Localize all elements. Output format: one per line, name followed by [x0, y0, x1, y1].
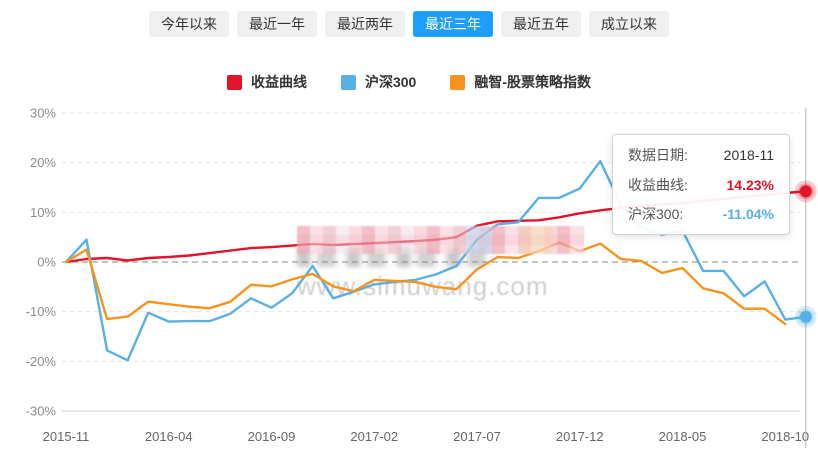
tooltip-hs300-row: 沪深300: -11.04%	[628, 207, 774, 221]
tab-2-years[interactable]: 最近两年	[325, 11, 405, 37]
tab-5-years[interactable]: 最近五年	[501, 11, 581, 37]
tab-3-years[interactable]: 最近三年	[413, 11, 493, 37]
legend-item-return-curve[interactable]: 收益曲线	[226, 72, 307, 92]
tooltip-hs300-value: -11.04%	[722, 206, 774, 222]
svg-text:2016-04: 2016-04	[145, 429, 193, 444]
svg-text:0%: 0%	[37, 255, 56, 270]
chart-legend: 收益曲线 沪深300 融智-股票策略指数	[0, 72, 818, 92]
legend-swatch-red	[226, 74, 242, 90]
tab-this-year[interactable]: 今年以来	[149, 11, 229, 37]
legend-label: 收益曲线	[250, 74, 307, 90]
svg-text:-20%: -20%	[26, 354, 57, 369]
svg-text:-30%: -30%	[26, 404, 57, 419]
tooltip-return-label: 收益曲线:	[628, 176, 688, 193]
svg-text:30%: 30%	[30, 106, 56, 121]
svg-text:-10%: -10%	[26, 304, 57, 319]
tooltip-date-row: 数据日期: 2018-11	[628, 148, 774, 162]
legend-item-strategy-index[interactable]: 融智-股票策略指数	[450, 72, 591, 92]
svg-text:2018-10: 2018-10	[761, 429, 809, 444]
time-range-tabs: 今年以来 最近一年 最近两年 最近三年 最近五年 成立以来	[0, 11, 818, 37]
legend-label: 融智-股票策略指数	[474, 74, 592, 90]
svg-text:2017-02: 2017-02	[350, 429, 398, 444]
legend-item-hs300[interactable]: 沪深300	[340, 72, 417, 92]
censored-mosaic	[297, 226, 584, 254]
tab-since-inception[interactable]: 成立以来	[589, 11, 669, 37]
tooltip-date-label: 数据日期:	[628, 147, 688, 163]
legend-swatch-blue	[340, 74, 356, 90]
svg-text:2016-09: 2016-09	[248, 429, 296, 444]
tooltip-hs300-label: 沪深300:	[628, 206, 684, 222]
chart-tooltip: 数据日期: 2018-11 收益曲线: 14.23% 沪深300: -11.04…	[612, 134, 790, 235]
svg-text:20%: 20%	[30, 155, 56, 170]
svg-text:2017-12: 2017-12	[556, 429, 604, 444]
tooltip-return-value: 14.23%	[726, 176, 774, 193]
tooltip-return-row: 收益曲线: 14.23%	[628, 178, 774, 192]
legend-swatch-orange	[450, 74, 466, 90]
tooltip-date-value: 2018-11	[723, 147, 774, 163]
svg-text:2017-07: 2017-07	[453, 429, 501, 444]
legend-label: 沪深300	[364, 74, 417, 90]
svg-text:2018-05: 2018-05	[659, 429, 707, 444]
svg-text:2015-11: 2015-11	[43, 429, 90, 444]
tab-1-year[interactable]: 最近一年	[237, 11, 317, 37]
svg-text:10%: 10%	[30, 205, 56, 220]
